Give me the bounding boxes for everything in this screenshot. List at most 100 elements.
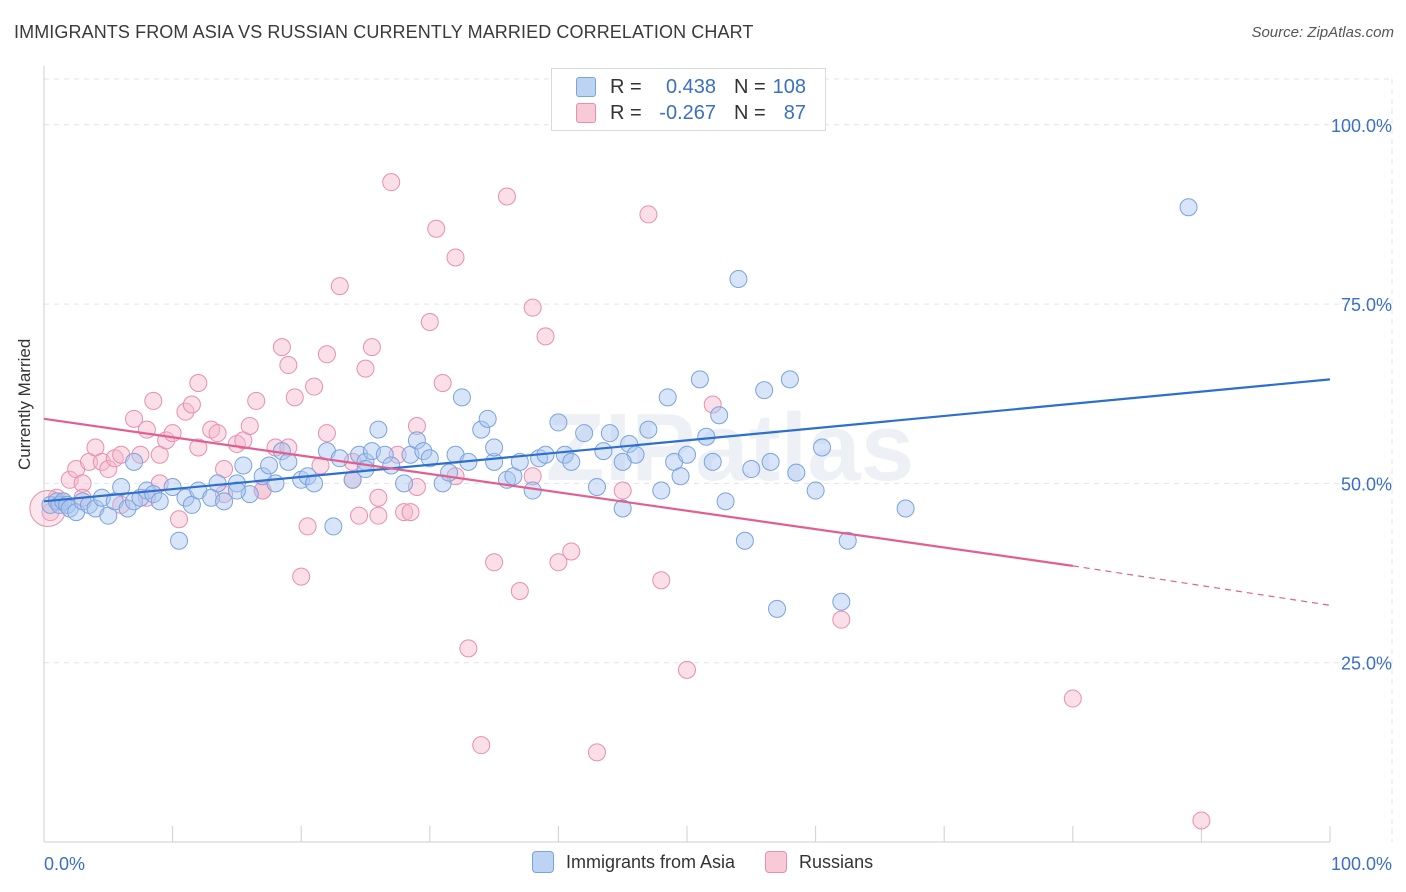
russians-point xyxy=(832,610,851,629)
asia-point xyxy=(170,531,189,550)
asia-point xyxy=(729,269,748,288)
russians-point xyxy=(446,248,465,267)
asia-point xyxy=(703,452,722,471)
y-tick-label: 50.0% xyxy=(1341,474,1392,494)
asia-point xyxy=(163,477,182,496)
r-value: -0.267 xyxy=(659,101,716,124)
correlation-legend: R = 0.438 N = 108 R = -0.267 N = 87 xyxy=(551,68,826,131)
asia-point xyxy=(478,409,497,428)
russians-point xyxy=(279,356,298,375)
asia-point xyxy=(652,481,671,500)
legend-item-asia[interactable]: Immigrants from Asia xyxy=(532,851,735,873)
asia-point xyxy=(420,449,439,468)
russians-point xyxy=(292,567,311,586)
r-label: R = xyxy=(610,75,642,98)
russians-point xyxy=(420,313,439,332)
r-value: 0.438 xyxy=(665,75,716,98)
russians-point xyxy=(208,424,227,443)
asia-point xyxy=(1179,198,1198,217)
russians-point xyxy=(485,553,504,572)
russians-point xyxy=(1063,689,1082,708)
asia-point xyxy=(710,406,729,425)
asia-point xyxy=(742,460,761,479)
russians-point xyxy=(170,510,189,529)
russians-trend-extension xyxy=(1072,565,1331,606)
russians-point xyxy=(189,373,208,392)
legend-item-russians[interactable]: Russians xyxy=(765,851,873,873)
asia-point xyxy=(639,420,658,439)
russians-point xyxy=(407,417,426,436)
asia-point xyxy=(375,445,394,464)
asia-swatch xyxy=(576,77,596,97)
russians-point xyxy=(125,409,144,428)
russians-point xyxy=(562,542,581,561)
asia-point xyxy=(613,452,632,471)
russians-point xyxy=(613,481,632,500)
russians-point xyxy=(510,581,529,600)
russians-point xyxy=(472,736,491,755)
russians-point xyxy=(427,219,446,238)
russians-point xyxy=(703,395,722,414)
y-tick-label: 75.0% xyxy=(1341,295,1392,315)
asia-point xyxy=(260,456,279,475)
russians-point xyxy=(144,391,163,410)
asia-point xyxy=(279,452,298,471)
legend-row-russians: R = -0.267 N = 87 xyxy=(576,100,806,126)
asia-point xyxy=(118,499,137,518)
asia-point xyxy=(697,427,716,446)
asia-point xyxy=(832,592,851,611)
n-label: N = xyxy=(734,101,766,124)
russians-point xyxy=(678,660,696,679)
russians-point xyxy=(176,402,195,421)
asia-point xyxy=(838,531,857,550)
russians-point xyxy=(272,338,291,357)
asia-point xyxy=(716,492,735,511)
r-label: R = xyxy=(610,101,642,124)
russians-point xyxy=(497,187,516,206)
asia-point xyxy=(594,442,613,461)
asia-point xyxy=(266,474,285,493)
asia-point xyxy=(549,413,568,432)
asia-trend-line xyxy=(43,378,1331,503)
asia-point xyxy=(780,370,799,389)
asia-legend-swatch xyxy=(532,851,554,873)
y-axis-label: Currently Married xyxy=(15,338,34,470)
russians-point xyxy=(317,424,336,443)
russians-point xyxy=(523,467,542,486)
russians-point xyxy=(587,743,606,762)
russians-point xyxy=(298,517,317,536)
asia-point xyxy=(330,449,349,468)
russians-point xyxy=(317,345,336,364)
asia-point xyxy=(150,492,169,511)
legend-row-asia: R = 0.438 N = 108 xyxy=(576,74,806,100)
russians-point xyxy=(305,377,324,396)
russians-point xyxy=(356,359,375,378)
asia-point xyxy=(58,495,77,514)
y-tick-label: 25.0% xyxy=(1341,654,1392,674)
asia-point xyxy=(125,452,144,471)
russians-point xyxy=(639,205,658,224)
n-value: 87 xyxy=(783,101,806,124)
russians-point xyxy=(549,553,568,572)
russians-point xyxy=(652,571,671,590)
russians-point xyxy=(401,503,420,522)
asia-point xyxy=(658,388,677,407)
asia-point xyxy=(485,438,504,457)
asia-point xyxy=(562,452,581,471)
russians-point xyxy=(240,417,259,436)
russians-point xyxy=(99,460,118,479)
russians-legend-swatch xyxy=(765,851,788,873)
asia-point xyxy=(678,445,696,464)
asia-point xyxy=(768,599,787,618)
series-legend: Immigrants from Asia Russians xyxy=(532,851,903,873)
russians-point xyxy=(536,327,555,346)
asia-legend-label: Immigrants from Asia xyxy=(566,851,736,872)
russians-point xyxy=(388,445,407,464)
asia-point xyxy=(613,499,632,518)
russians-point xyxy=(523,298,542,317)
n-value: 108 xyxy=(772,75,806,98)
russians-point xyxy=(285,388,304,407)
russians-point xyxy=(330,277,349,296)
asia-point xyxy=(407,431,426,450)
